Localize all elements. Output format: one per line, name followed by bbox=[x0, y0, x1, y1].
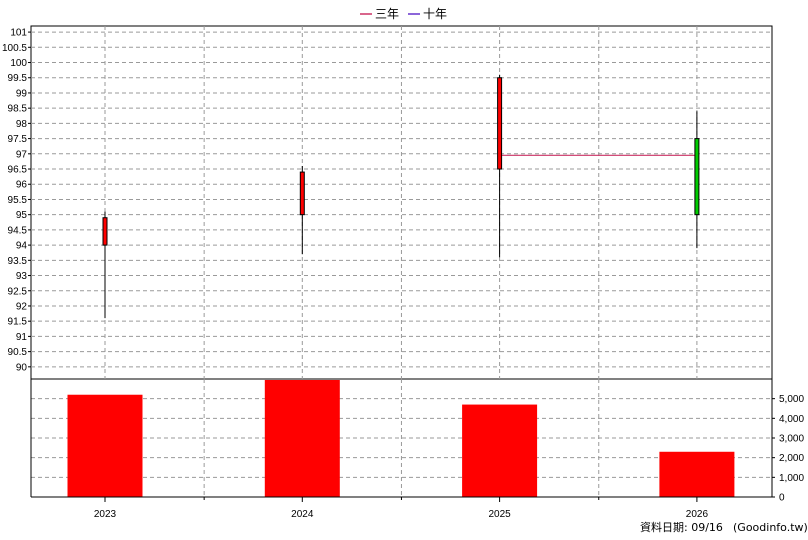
volume-tick-label: 3,000 bbox=[779, 434, 804, 445]
price-tick-label: 94.5 bbox=[8, 225, 28, 236]
candle-body bbox=[299, 171, 305, 216]
legend-label-3yr: 三年 bbox=[375, 7, 399, 21]
price-tick-label: 96 bbox=[16, 180, 28, 191]
price-tick-label: 91 bbox=[16, 332, 28, 343]
price-tick-label: 98 bbox=[16, 119, 28, 130]
volume-tick-label: 5,000 bbox=[779, 394, 804, 405]
footer-source: (Goodinfo.tw) bbox=[733, 521, 808, 534]
x-tick-label: 2024 bbox=[291, 509, 314, 520]
volume-bar bbox=[462, 404, 538, 497]
volume-bar bbox=[67, 394, 143, 497]
volume-panel: 0 1,000 2,000 3,000 4,000 5,000 bbox=[30, 379, 804, 504]
volume-tick-label: 4,000 bbox=[779, 414, 804, 425]
price-tick-label: 94 bbox=[16, 241, 28, 252]
price-tick-label: 99 bbox=[16, 88, 28, 99]
x-tick-label: 2026 bbox=[686, 509, 709, 520]
price-tick-label: 97 bbox=[16, 149, 28, 160]
x-axis: 2023 2024 2025 2026 bbox=[94, 497, 709, 520]
volume-tick-label: 1,000 bbox=[779, 473, 804, 484]
x-tick-label: 2023 bbox=[94, 509, 117, 520]
price-tick-label: 90 bbox=[16, 362, 28, 373]
price-tick-label: 101 bbox=[10, 28, 27, 39]
candle-body bbox=[497, 77, 503, 170]
volume-bar bbox=[264, 379, 340, 497]
legend-label-10yr: 十年 bbox=[423, 7, 447, 21]
volume-bar bbox=[659, 451, 735, 497]
volume-tick-label: 2,000 bbox=[779, 453, 804, 464]
volume-tick-label: 0 bbox=[779, 493, 785, 504]
candle-body bbox=[694, 138, 700, 216]
price-tick-label: 92 bbox=[16, 301, 28, 312]
price-tick-label: 95.5 bbox=[8, 195, 28, 206]
price-tick-label: 92.5 bbox=[8, 286, 28, 297]
price-tick-label: 97.5 bbox=[8, 134, 28, 145]
footer-date: 資料日期: 09/16 bbox=[640, 520, 723, 534]
price-tick-label: 91.5 bbox=[8, 317, 28, 328]
x-tick-label: 2025 bbox=[488, 509, 511, 520]
price-tick-label: 93.5 bbox=[8, 256, 28, 267]
price-tick-label: 93 bbox=[16, 271, 28, 282]
price-tick-label: 100 bbox=[10, 58, 27, 69]
price-tick-label: 99.5 bbox=[8, 73, 28, 84]
price-tick-label: 90.5 bbox=[8, 347, 28, 358]
legend: 三年 十年 bbox=[360, 7, 447, 21]
price-tick-label: 100.5 bbox=[2, 43, 27, 54]
price-panel: 90 90.5 91 91.5 92 92.5 93 93.5 94 94.5 95 95.5 96 96… bbox=[2, 25, 773, 380]
price-tick-label: 98.5 bbox=[8, 104, 28, 115]
candle-body bbox=[102, 217, 108, 246]
price-tick-label: 95 bbox=[16, 210, 28, 221]
price-tick-label: 96.5 bbox=[8, 165, 28, 176]
